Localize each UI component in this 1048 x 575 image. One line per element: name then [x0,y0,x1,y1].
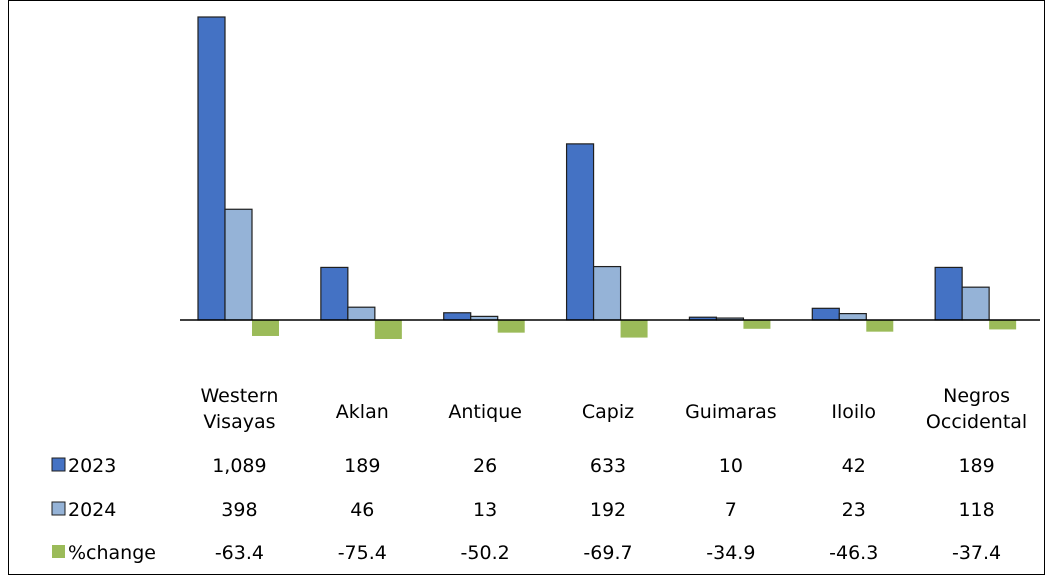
legend-label: %change [68,542,156,564]
category-label: Negros Occidental [926,385,1027,433]
bar-2024-3 [592,265,622,321]
data-label: 633 [590,455,626,477]
legend-swatch-2024 [51,501,66,516]
bar-2024-0 [224,208,253,321]
data-label: 10 [719,455,743,477]
bar-2024-6 [961,286,990,321]
bar-2023-6 [934,266,963,321]
bar-2024-1 [347,306,376,321]
data-label: 118 [958,499,994,521]
category-label: Capiz [582,401,634,423]
data-label: 26 [473,455,497,477]
data-label: -69.7 [583,542,632,564]
data-label: 192 [590,499,626,521]
bar-pctchange-0 [252,320,279,336]
category-label: Antique [448,401,522,423]
data-label: -46.3 [829,542,878,564]
bar-pctchange-6 [989,320,1017,330]
chart-frame [8,0,1045,575]
bar-pctchange-4 [743,320,771,329]
category-label: Aklan [336,401,389,423]
category-labels: Western Visayas Aklan Antique Capiz Guimaras I… [200,385,1027,433]
data-label: -75.4 [338,542,387,564]
data-label: -37.4 [952,542,1001,564]
data-label: 189 [958,455,994,477]
data-label: 398 [221,499,257,521]
category-label: Guimaras [685,401,777,423]
legend-swatch-2023 [51,457,66,472]
data-label: 42 [842,455,866,477]
data-label: -34.9 [706,542,755,564]
data-label: 1,089 [212,455,266,477]
data-label: 13 [473,499,497,521]
bar-2023-1 [320,266,349,321]
legend-label: 2024 [68,499,116,521]
bars-layer [197,16,1017,339]
bar-pctchange-1 [374,320,402,339]
category-label: Western Visayas [200,385,278,433]
data-table: 2023 1,089 189 26 633 10 42 189 2024 398 46 13 192 7 2… [51,455,1001,564]
bar-2023-2 [443,312,472,321]
category-label: Iloilo [831,401,876,423]
bar-2023-5 [811,307,840,321]
legend-swatch-pctchange [52,545,65,558]
bar-pctchange-5 [866,320,894,332]
bar-pctchange-3 [620,320,648,338]
bar-2023-0 [197,16,226,321]
data-label: 23 [842,499,866,521]
bar-2023-3 [565,143,595,321]
data-label: 46 [350,499,374,521]
data-label: -63.4 [215,542,264,564]
data-label: -50.2 [461,542,510,564]
data-label: 189 [344,455,380,477]
data-label: 7 [725,499,737,521]
bar-2024-5 [838,313,867,321]
legend-label: 2023 [68,455,116,477]
bar-pctchange-2 [497,320,525,333]
